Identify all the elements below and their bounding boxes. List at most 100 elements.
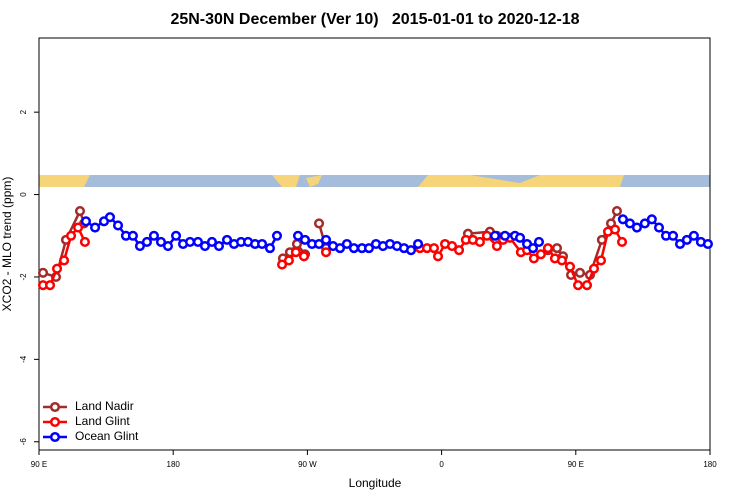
data-point	[348, 243, 359, 254]
map-strip	[39, 175, 710, 187]
x-tick-label: 180	[167, 460, 181, 469]
data-point	[134, 241, 145, 252]
data-point	[363, 243, 375, 254]
data-point	[702, 238, 713, 250]
data-point	[44, 280, 56, 291]
y-tick-label: -2	[19, 273, 28, 281]
data-point	[453, 245, 465, 256]
data-point	[162, 241, 174, 252]
x-tick-label: 90 W	[298, 460, 317, 469]
data-point	[298, 251, 310, 262]
data-point	[59, 255, 70, 266]
data-point	[291, 238, 303, 250]
data-point	[184, 236, 196, 247]
data-point	[491, 241, 502, 252]
data-point	[405, 245, 417, 256]
data-point	[681, 234, 692, 245]
data-point	[51, 263, 63, 274]
data-point	[80, 216, 92, 227]
data-point	[528, 253, 539, 264]
chart-title: 25N-30N December (Ver 10) 2015-01-01 to …	[170, 11, 579, 28]
data-point	[66, 230, 77, 241]
y-tick-label: -6	[19, 438, 28, 446]
data-point	[446, 241, 458, 252]
data-point	[533, 236, 545, 247]
data-point	[199, 241, 211, 252]
data-point	[155, 236, 167, 247]
data-point	[542, 243, 553, 254]
data-point	[335, 243, 346, 254]
y-tick-label: -4	[19, 355, 28, 363]
data-point	[206, 236, 218, 247]
data-point	[37, 267, 49, 278]
legend-label: Land Glint	[75, 414, 130, 428]
data-point	[611, 205, 623, 217]
data-point	[581, 280, 593, 291]
legend-marker	[49, 416, 61, 428]
data-point	[595, 255, 607, 266]
data-point	[499, 230, 511, 241]
data-point	[320, 247, 332, 258]
data-point	[688, 230, 699, 241]
y-axis-label: XCO2 - MLO trend (ppm)	[0, 177, 14, 312]
data-point	[141, 236, 153, 247]
data-point	[514, 232, 526, 243]
x-tick-label: 0	[439, 460, 444, 469]
data-point	[572, 280, 584, 291]
data-point	[74, 205, 86, 217]
data-point	[617, 214, 628, 225]
data-point	[481, 230, 492, 241]
data-point	[639, 218, 650, 229]
data-point	[104, 212, 116, 223]
data-point	[313, 238, 325, 250]
data-point	[170, 230, 182, 241]
data-point	[646, 214, 657, 225]
x-tick-label: 90 E	[31, 460, 47, 469]
x-tick-label: 180	[703, 460, 717, 469]
data-point	[264, 243, 276, 254]
data-point	[574, 267, 586, 278]
data-point	[624, 218, 635, 229]
data-point	[79, 236, 90, 247]
legend-label: Land Nadir	[75, 399, 134, 413]
data-point	[535, 249, 546, 260]
data-point	[90, 222, 101, 233]
data-point	[428, 243, 440, 254]
x-axis-label: Longitude	[349, 476, 402, 490]
data-point	[564, 261, 576, 272]
data-point	[213, 241, 225, 252]
data-point	[221, 234, 233, 245]
legend-marker	[49, 431, 61, 443]
data-point	[73, 222, 84, 233]
data-point	[148, 230, 160, 241]
data-point	[127, 230, 138, 241]
data-point	[112, 220, 124, 231]
data-point	[432, 251, 444, 262]
legend-marker	[49, 401, 61, 413]
data-point	[320, 234, 332, 245]
data-point	[299, 234, 311, 245]
data-point	[290, 247, 301, 258]
data-point	[556, 255, 567, 266]
data-point	[292, 230, 304, 241]
data-point	[277, 259, 288, 270]
data-point	[474, 236, 485, 247]
y-tick-label: 0	[19, 192, 28, 197]
data-point	[341, 238, 352, 250]
data-point	[192, 236, 204, 247]
y-tick-label: 2	[19, 109, 28, 114]
data-point	[551, 243, 563, 254]
data-point	[313, 218, 325, 229]
data-point	[257, 238, 268, 250]
data-point	[527, 243, 539, 254]
data-point	[609, 224, 621, 235]
data-point	[271, 230, 283, 241]
data-point	[631, 222, 642, 233]
data-point	[489, 230, 501, 241]
data-point	[616, 236, 628, 247]
legend-label: Ocean Glint	[75, 429, 139, 443]
data-point	[588, 263, 600, 274]
data-point	[667, 230, 679, 241]
data-point	[674, 238, 686, 250]
